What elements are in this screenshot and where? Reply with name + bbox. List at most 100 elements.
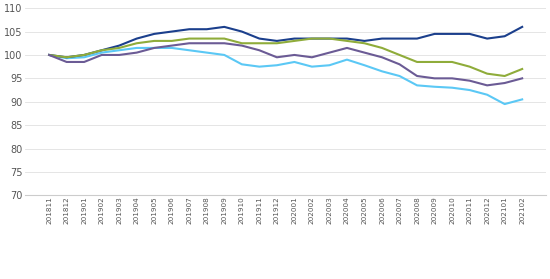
北京市 (449, 86, 455, 89)
北京市 (63, 57, 70, 60)
深圳市 (168, 39, 175, 43)
上海市 (431, 32, 438, 35)
广州市 (326, 51, 333, 54)
上海市 (379, 37, 386, 40)
广州市 (168, 44, 175, 47)
广州市 (466, 79, 473, 82)
深圳市 (81, 53, 87, 57)
深圳市 (326, 37, 333, 40)
深圳市 (291, 39, 298, 43)
广州市 (116, 53, 123, 57)
上海市 (519, 25, 525, 28)
深圳市 (186, 37, 192, 40)
上海市 (309, 37, 315, 40)
上海市 (221, 25, 228, 28)
深圳市 (361, 42, 368, 45)
Line: 广州市: 广州市 (49, 43, 522, 85)
北京市 (239, 62, 245, 66)
广州市 (186, 42, 192, 45)
广州市 (273, 56, 280, 59)
广州市 (344, 46, 350, 50)
广州市 (291, 53, 298, 57)
北京市 (502, 102, 508, 106)
北京市 (361, 64, 368, 67)
北京市 (116, 49, 123, 52)
上海市 (186, 28, 192, 31)
北京市 (98, 51, 105, 54)
上海市 (466, 32, 473, 35)
深圳市 (256, 42, 263, 45)
深圳市 (449, 60, 455, 64)
北京市 (204, 51, 210, 54)
深圳市 (466, 65, 473, 68)
北京市 (168, 46, 175, 50)
上海市 (414, 37, 420, 40)
广州市 (414, 74, 420, 78)
深圳市 (431, 60, 438, 64)
上海市 (449, 32, 455, 35)
广州市 (221, 42, 228, 45)
深圳市 (46, 53, 52, 57)
深圳市 (379, 46, 386, 50)
上海市 (273, 39, 280, 43)
上海市 (204, 28, 210, 31)
广州市 (396, 62, 403, 66)
上海市 (396, 37, 403, 40)
北京市 (81, 56, 87, 59)
北京市 (414, 84, 420, 87)
北京市 (484, 93, 491, 96)
北京市 (344, 58, 350, 61)
上海市 (168, 30, 175, 33)
上海市 (484, 37, 491, 40)
上海市 (239, 30, 245, 33)
Line: 北京市: 北京市 (49, 48, 522, 104)
上海市 (502, 35, 508, 38)
上海市 (81, 53, 87, 57)
广州市 (449, 77, 455, 80)
北京市 (134, 46, 140, 50)
广州市 (204, 42, 210, 45)
深圳市 (63, 56, 70, 59)
深圳市 (414, 60, 420, 64)
北京市 (396, 74, 403, 78)
北京市 (431, 85, 438, 88)
广州市 (361, 51, 368, 54)
广州市 (502, 81, 508, 85)
广州市 (81, 60, 87, 64)
Line: 上海市: 上海市 (49, 27, 522, 57)
深圳市 (239, 42, 245, 45)
上海市 (46, 53, 52, 57)
深圳市 (116, 46, 123, 50)
深圳市 (309, 37, 315, 40)
深圳市 (151, 39, 157, 43)
北京市 (326, 64, 333, 67)
广州市 (98, 53, 105, 57)
深圳市 (273, 42, 280, 45)
北京市 (186, 49, 192, 52)
北京市 (46, 53, 52, 57)
北京市 (291, 60, 298, 64)
深圳市 (221, 37, 228, 40)
广州市 (63, 60, 70, 64)
上海市 (344, 37, 350, 40)
北京市 (379, 70, 386, 73)
深圳市 (484, 72, 491, 75)
广州市 (256, 49, 263, 52)
上海市 (134, 37, 140, 40)
上海市 (291, 37, 298, 40)
广州市 (431, 77, 438, 80)
北京市 (273, 64, 280, 67)
广州市 (379, 56, 386, 59)
上海市 (98, 49, 105, 52)
上海市 (63, 56, 70, 59)
上海市 (116, 44, 123, 47)
深圳市 (502, 74, 508, 78)
深圳市 (204, 37, 210, 40)
深圳市 (396, 53, 403, 57)
上海市 (256, 37, 263, 40)
北京市 (221, 53, 228, 57)
北京市 (309, 65, 315, 68)
上海市 (361, 39, 368, 43)
广州市 (484, 84, 491, 87)
北京市 (519, 98, 525, 101)
